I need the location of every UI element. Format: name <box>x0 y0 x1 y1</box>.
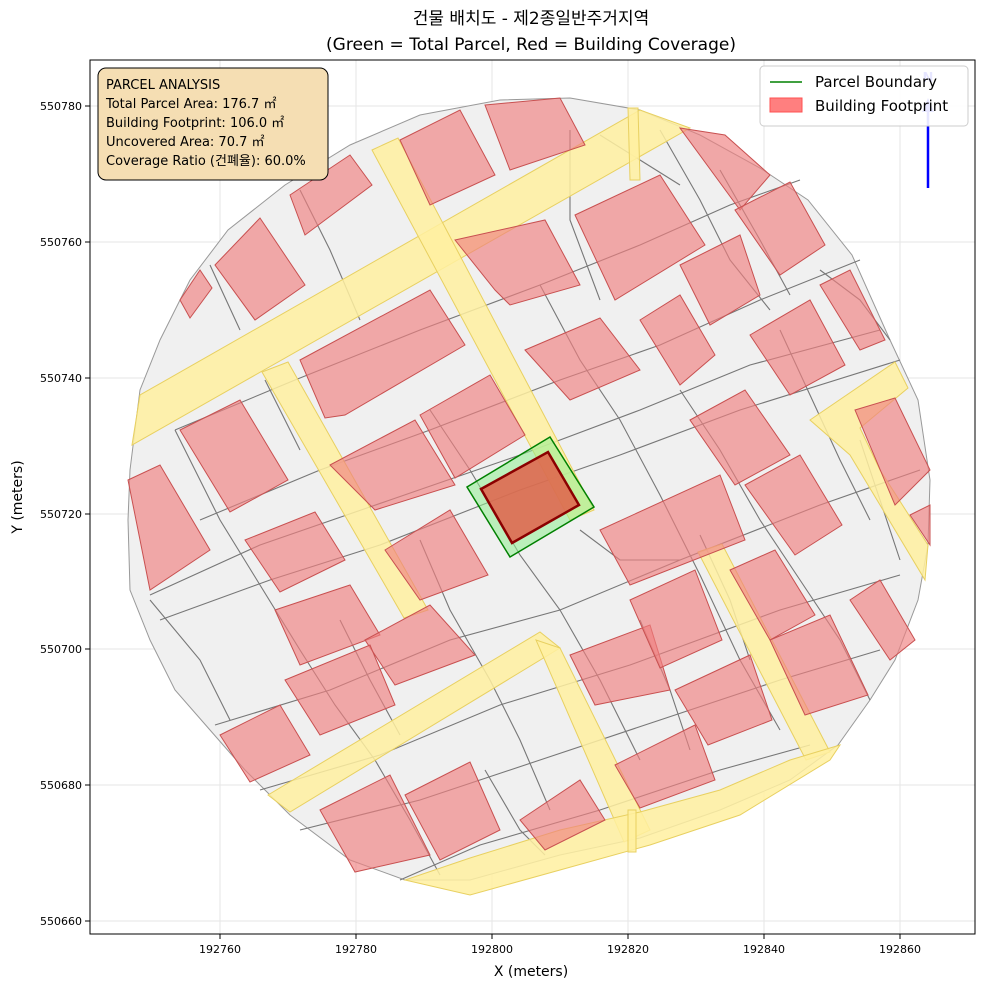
neighbor-buildings <box>127 97 931 873</box>
building <box>214 217 306 321</box>
info-total-area: Total Parcel Area: 176.7 ㎡ <box>105 97 276 112</box>
y-tick-label: 550700 <box>40 643 82 656</box>
building <box>299 289 466 419</box>
target-building <box>479 450 581 545</box>
legend-background <box>759 65 969 127</box>
legend-building-swatch <box>769 97 803 113</box>
building <box>329 419 456 511</box>
building <box>179 269 213 319</box>
road-north-south-left <box>371 137 595 521</box>
plot-frame <box>89 59 976 935</box>
building <box>569 624 671 706</box>
building <box>179 399 289 513</box>
building <box>674 654 773 746</box>
building <box>629 569 723 669</box>
y-tick-label: 550720 <box>40 508 82 521</box>
y-tick-label: 550660 <box>40 915 82 928</box>
x-tick-label: 192780 <box>335 943 377 956</box>
y-axis-label: Y (meters) <box>10 460 26 534</box>
building <box>614 724 716 809</box>
building <box>219 704 311 783</box>
y-tick-label: 550740 <box>40 372 82 385</box>
info-box-background <box>97 67 329 181</box>
x-axis: 192760 192780 192800 192820 192840 19286… <box>199 934 921 980</box>
road-north-stub <box>627 107 641 181</box>
x-tick-label: 192820 <box>607 943 649 956</box>
chart-title-line2: (Green = Total Parcel, Red = Building Co… <box>326 35 736 55</box>
building <box>769 614 869 716</box>
building <box>404 761 501 861</box>
x-tick-label: 192800 <box>471 943 513 956</box>
legend-building-label: Building Footprint <box>815 97 948 115</box>
x-axis-label: X (meters) <box>494 964 568 980</box>
y-axis: 550660 550680 550700 550720 550740 55076… <box>10 100 90 928</box>
building <box>744 454 843 556</box>
building <box>854 397 931 506</box>
building <box>678 127 771 211</box>
x-tick-label: 192760 <box>199 943 241 956</box>
roads <box>131 107 929 896</box>
building <box>574 174 706 301</box>
building <box>729 549 816 641</box>
y-tick-label: 550780 <box>40 100 82 113</box>
building <box>749 299 846 396</box>
building <box>384 509 489 601</box>
building <box>399 109 496 206</box>
info-heading: PARCEL ANALYSIS <box>106 78 220 93</box>
building <box>689 389 791 486</box>
x-tick-label: 192860 <box>879 943 921 956</box>
x-tick-label: 192840 <box>743 943 785 956</box>
building <box>319 774 431 873</box>
building <box>849 579 916 661</box>
building <box>679 234 761 326</box>
info-coverage-ratio: Coverage Ratio (건폐율): 60.0% <box>106 154 306 169</box>
info-uncovered-area: Uncovered Area: 70.7 ㎡ <box>106 135 265 150</box>
building <box>524 317 641 401</box>
chart-title-line1: 건물 배치도 - 제2종일반주거지역 <box>413 9 649 29</box>
building <box>284 644 396 736</box>
legend-parcel-label: Parcel Boundary <box>815 73 937 91</box>
building <box>127 464 211 591</box>
building <box>639 294 716 386</box>
building <box>734 181 826 276</box>
y-tick-label: 550680 <box>40 779 82 792</box>
building <box>819 269 886 351</box>
building <box>419 374 526 479</box>
y-tick-label: 550760 <box>40 236 82 249</box>
building <box>599 474 746 586</box>
legend: Parcel Boundary Building Footprint <box>759 65 969 127</box>
building <box>244 511 346 593</box>
building <box>519 779 606 851</box>
building <box>909 504 931 547</box>
road-south-stub <box>627 809 637 853</box>
parcel-analysis-box: PARCEL ANALYSIS Total Parcel Area: 176.7… <box>97 67 329 181</box>
building <box>454 219 581 306</box>
building <box>289 154 373 236</box>
building <box>364 604 476 686</box>
building <box>484 97 586 171</box>
info-building-footprint: Building Footprint: 106.0 ㎡ <box>106 116 284 131</box>
